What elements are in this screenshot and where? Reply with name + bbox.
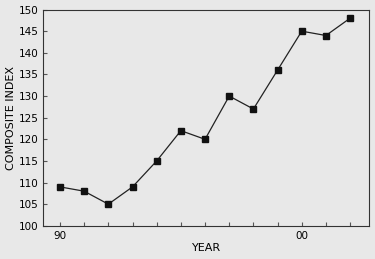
X-axis label: YEAR: YEAR [192,243,221,254]
Y-axis label: COMPOSITE INDEX: COMPOSITE INDEX [6,66,15,170]
